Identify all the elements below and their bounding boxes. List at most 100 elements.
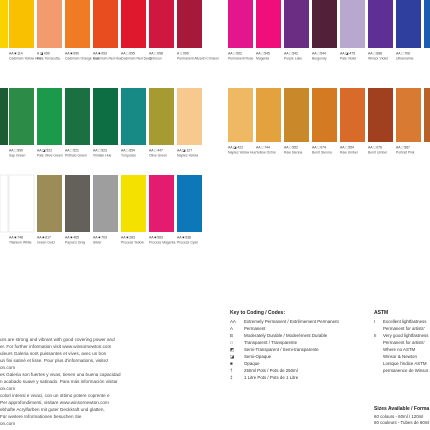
swatch [8, 174, 35, 233]
swatch-name: Viridian Hue [93, 153, 112, 157]
swatch-name: Raw Sienna [284, 150, 302, 154]
swatch [93, 88, 118, 145]
swatch-name: Permanent Alizarin Crimson [177, 56, 219, 60]
swatch-code: AA □ 447 [149, 148, 163, 152]
swatch-name: Magenta [256, 56, 269, 60]
swatch [9, 0, 34, 48]
astm-text: Permanent for artists' [383, 326, 425, 331]
key-text: Moderately Durable / Moderément Durable [244, 333, 328, 338]
swatch-code: AA ◪ 127 [177, 148, 192, 152]
astm-code: I [374, 319, 375, 324]
swatch [93, 0, 118, 48]
intro-text: Für weitere Informationen besuchen Sie [0, 414, 82, 419]
swatch-name: Naples Yellow Hue [228, 150, 256, 154]
swatch-name: Pale Terracotta [37, 56, 60, 60]
intro-text: n acabado suave y satinado. Para más inf… [0, 379, 118, 384]
swatch-code: AA □ 587 [396, 145, 410, 149]
swatch [340, 88, 365, 142]
swatch [37, 0, 62, 48]
swatch-code: AA □ 542 [284, 51, 298, 55]
swatch-name: Cadmium Red Deep [121, 56, 152, 60]
swatch-name: Cadmium Yellow Hue [9, 56, 41, 60]
swatch-name: Crimson [149, 56, 162, 60]
swatch-code: AA □ 098 [149, 51, 163, 55]
swatch [424, 0, 430, 48]
swatch [9, 88, 34, 145]
swatch-code: A ◪ 090 [37, 51, 50, 55]
swatch-code: AA ◪ 475 [340, 51, 355, 55]
intro-text: Per approfondimenti, visitare www.winsor… [0, 400, 109, 405]
swatch-code: AA ■ 465 [65, 235, 79, 239]
swatch [312, 88, 337, 142]
swatch-code: AA ■ 093 [93, 51, 107, 55]
key-text: Extremely Permanent / Extrêmement Perman… [244, 319, 339, 324]
astm-text: Very good lightfastness [383, 333, 429, 338]
swatch-name: Titanium White [9, 240, 32, 244]
swatch-name: Olive Green [149, 153, 167, 157]
swatch [121, 88, 146, 145]
swatch-name: Purple Lake [284, 56, 302, 60]
swatch-code: AA ■ 090 [65, 51, 79, 55]
swatch-code: AA □ 544 [312, 51, 326, 55]
sizes-text: 60 colours - 60ml / 120ml [374, 414, 423, 419]
swatch-name: Green Gold [37, 240, 55, 244]
astm-text: Lorsque l'indice ASTM [383, 361, 427, 366]
swatch-code: AA ■ 583 [149, 235, 163, 239]
swatch [0, 88, 8, 145]
swatch [368, 88, 393, 142]
swatch-code: AA □ 095 [121, 51, 135, 55]
swatch-code: AA □ 688 [368, 51, 382, 55]
swatch-name: Pale Violet [340, 56, 356, 60]
swatch-name: Cadmium Red Hue [93, 56, 122, 60]
swatch [284, 88, 309, 142]
intro-text: on.com [0, 386, 15, 391]
swatch [65, 175, 90, 232]
swatch-name: Raw Umber [340, 150, 359, 154]
key-code: A [230, 326, 233, 331]
swatch [396, 88, 421, 142]
swatch-code: AA ■ 538 [177, 235, 191, 239]
swatch [177, 88, 202, 145]
key-text: Semi-Transparent / Semi-transparente [244, 347, 319, 352]
swatch-code: A □ 099 [177, 51, 189, 55]
intro-text: on.com [0, 421, 15, 426]
key-title: Key to Coding / Codes: [230, 310, 285, 316]
swatch-code: AA □ 521 [65, 148, 79, 152]
sizes-title: Sizes Available / Forma [374, 406, 429, 412]
swatch [0, 0, 8, 48]
swatch-name: Naples Yellow [177, 153, 199, 157]
swatch [65, 88, 90, 145]
swatch-code: AA ■ 114 [9, 51, 23, 55]
key-code: ‡ [230, 375, 233, 380]
swatch-code: AA ■ 283 [121, 235, 135, 239]
swatch [396, 0, 421, 48]
swatch [368, 0, 393, 48]
swatch-code: AA ■ 617 [37, 235, 51, 239]
intro-text: colori intensi e vivaci, con un ottimo p… [0, 393, 110, 398]
intro-text: urs are strong and vibrant with good cov… [0, 337, 115, 342]
swatch-name: Burnt Umber [368, 150, 388, 154]
swatch-name: Burgundy [312, 56, 327, 60]
swatch [65, 0, 90, 48]
swatch [228, 88, 253, 142]
astm-text: Excellent lightfastness [383, 319, 427, 324]
astm-text: Permanent for artists' [383, 340, 425, 345]
swatch-name: Phthalo Green [65, 153, 87, 157]
swatch-name: Silver [93, 240, 102, 244]
swatch-name: Process Magenta [149, 240, 175, 244]
intro-text: es Galeria son fuertes y vivas, tienen u… [0, 372, 121, 377]
swatch [228, 0, 253, 48]
intro-text: un fini satiné et lisse. Pour plus d'inf… [0, 358, 109, 363]
swatch [121, 0, 146, 48]
swatch-name: Portrait Pink [396, 150, 415, 154]
swatch [37, 175, 62, 232]
sizes-text: 60 couleurs - Tubes de 60ml [374, 420, 429, 425]
intro-text: uleurs Galeria sont puissantes et vives,… [0, 351, 107, 356]
swatch [149, 0, 174, 48]
key-text: Semi-Opaque [244, 354, 272, 359]
swatch [37, 88, 62, 145]
swatch-code: AA □ 654 [121, 148, 135, 152]
swatch [284, 0, 309, 48]
astm-text: Winsor & Newton [383, 354, 417, 359]
